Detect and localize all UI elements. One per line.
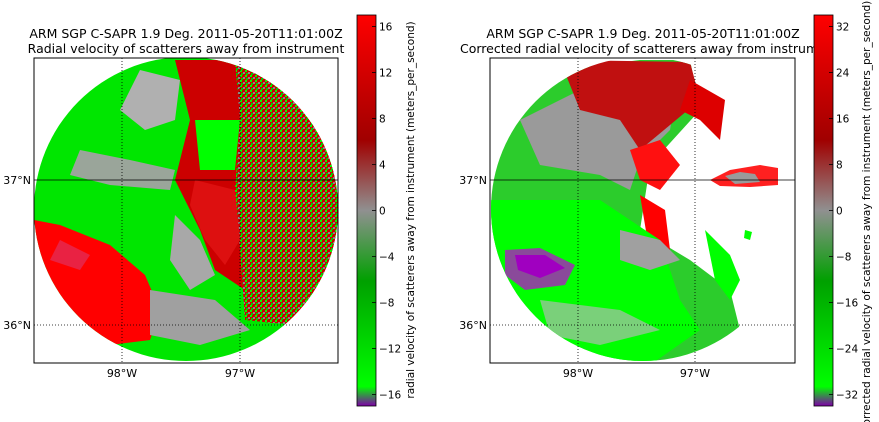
colorbar-tick-label: 4 (379, 160, 386, 172)
panel-raw-velocity: ARM SGP C-SAPR 1.9 Deg. 2011-05-20T11:01… (3, 14, 417, 407)
colorbar-tick-label: −16 (379, 390, 401, 402)
chart-title-left: ARM SGP C-SAPR 1.9 Deg. 2011-05-20T11:01… (29, 26, 342, 41)
colorbar-tick-label: −12 (379, 344, 401, 356)
colorbar-tick-label: 8 (379, 114, 386, 126)
colorbar-tick-label: 32 (836, 22, 849, 34)
graticule-left (34, 58, 338, 363)
graticule-right (490, 58, 795, 363)
y-tick-36n-left: 36°N (3, 319, 31, 332)
colorbar-tick-label: −8 (836, 252, 851, 264)
colorbar-tick-label: −16 (836, 298, 858, 310)
chart-subtitle-left: Radial velocity of scatterers away from … (28, 41, 345, 56)
colorbar-tick-label: 0 (836, 206, 843, 218)
radar-image-right (491, 60, 778, 361)
x-tick-98w-right: 98°W (563, 367, 593, 380)
colorbar-left: 16 12 8 4 0 −4 −8 −12 −16 radial velocity of sca… (356, 14, 417, 407)
radar-image-left (34, 58, 338, 361)
colorbar-right: 32 24 16 8 0 −8 −16 −24 −32 corrected radial vel… (813, 1, 873, 422)
colorbar-tick-label: −4 (379, 252, 395, 264)
colorbar-tick-label: −24 (836, 344, 858, 356)
axes-frame-left (33, 57, 339, 364)
colorbar-ticks-right: 32 24 16 8 0 −8 −16 −24 −32 (829, 22, 858, 402)
y-tick-37n-right: 37°N (459, 174, 487, 187)
chart-subtitle-right: Corrected radial velocity of scatterers … (460, 41, 839, 56)
colorbar-tick-label: 16 (379, 22, 393, 34)
colorbar-tick-label: −32 (836, 390, 858, 402)
x-tick-97w-left: 97°W (225, 367, 255, 380)
colorbar-label-right: corrected radial velocity of scatterers … (861, 1, 873, 422)
colorbar-tick-label: 24 (836, 68, 850, 80)
panel-corrected-velocity: ARM SGP C-SAPR 1.9 Deg. 2011-05-20T11:01… (459, 1, 879, 422)
x-tick-98w-left: 98°W (107, 367, 137, 380)
colorbar-tick-label: 12 (379, 68, 392, 80)
colorbar-tick-label: 0 (379, 206, 386, 218)
colorbar-tick-label: 16 (836, 114, 850, 126)
y-tick-36n-right: 36°N (459, 319, 487, 332)
axes-frame-right (489, 57, 796, 364)
y-tick-37n-left: 37°N (3, 174, 31, 187)
colorbar-ticks-left: 16 12 8 4 0 −4 −8 −12 −16 (372, 22, 401, 402)
x-tick-97w-right: 97°W (680, 367, 710, 380)
colorbar-label-left: radial velocity of scatterers away from … (405, 21, 417, 398)
colorbar-tick-label: 8 (836, 160, 843, 172)
chart-title-right: ARM SGP C-SAPR 1.9 Deg. 2011-05-20T11:01… (486, 26, 799, 41)
colorbar-tick-label: −8 (379, 298, 394, 310)
